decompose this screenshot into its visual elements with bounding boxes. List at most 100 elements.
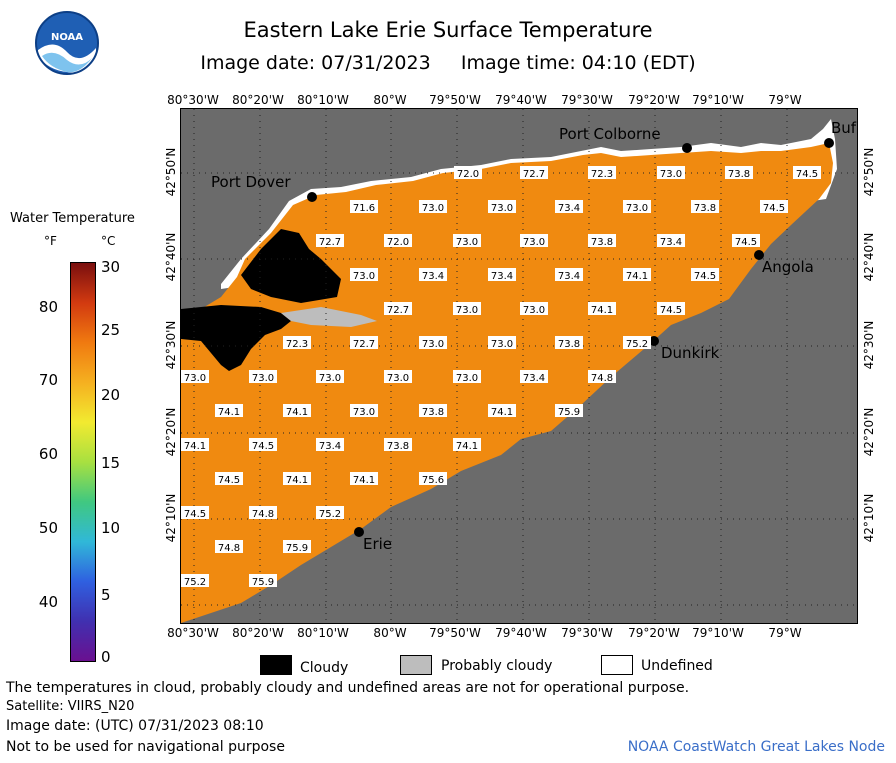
temperature-colorbar xyxy=(70,262,96,662)
temperature-label-box xyxy=(316,234,344,247)
noaa-logo-text: NOAA xyxy=(51,32,83,43)
temperature-label-box xyxy=(283,472,311,485)
colorbar-f-tick: 40 xyxy=(38,593,58,611)
colorbar-c-tick: 30 xyxy=(101,258,121,276)
city-dot-buffalo xyxy=(824,138,834,148)
city-dot-angola xyxy=(754,250,764,260)
temperature-label-box xyxy=(453,438,481,451)
temperature-label: 72.7 xyxy=(387,305,409,316)
city-buffalo: Buf xyxy=(831,119,857,137)
colorbar-c-tick: 15 xyxy=(101,454,121,472)
temperature-label: 74.1 xyxy=(218,407,240,418)
lon-tick-top: 79°30'W xyxy=(561,93,613,107)
temperature-label: 74.5 xyxy=(218,475,240,486)
temperature-label: 74.8 xyxy=(218,543,240,554)
temperature-label: 73.0 xyxy=(184,373,206,384)
temperature-label: 73.4 xyxy=(558,271,580,282)
temperature-label-box xyxy=(384,234,412,247)
probably-cloudy-label: Probably cloudy xyxy=(441,658,553,674)
temperature-label: 73.8 xyxy=(728,169,750,180)
city-dot-port-dover xyxy=(307,192,317,202)
temperature-label-box xyxy=(453,302,481,315)
lon-tick-top: 79°20'W xyxy=(628,93,680,107)
temperature-label: 72.0 xyxy=(457,169,479,180)
temperature-label: 75.2 xyxy=(626,339,648,350)
temperature-label-box xyxy=(419,268,447,281)
temperature-label-box xyxy=(350,200,378,213)
temperature-label: 73.0 xyxy=(456,373,478,384)
temperature-label: 72.3 xyxy=(286,339,308,350)
temperature-label-box xyxy=(657,166,685,179)
temperature-label-box xyxy=(316,370,344,383)
temperature-label: 73.0 xyxy=(252,373,274,384)
temperature-label: 73.0 xyxy=(422,339,444,350)
lon-tick-bottom: 79°40'W xyxy=(495,626,547,640)
temperature-label-box xyxy=(249,370,277,383)
undefined-swatch xyxy=(601,655,633,675)
lat-tick-right: 42°30'N xyxy=(862,320,876,370)
temperature-label: 75.9 xyxy=(558,407,580,418)
temperature-label: 73.0 xyxy=(626,203,648,214)
temperature-label-box xyxy=(181,370,209,383)
temperature-label-box xyxy=(555,268,583,281)
temperature-label: 73.4 xyxy=(558,203,580,214)
city-dunkirk: Dunkirk xyxy=(661,344,720,362)
lat-tick-left: 42°40'N xyxy=(164,232,178,282)
temperature-label-box xyxy=(588,166,616,179)
temperature-label-box xyxy=(215,540,243,553)
temperature-label-box xyxy=(215,404,243,417)
temperature-label: 74.1 xyxy=(353,475,375,486)
city-dot-port-colborne xyxy=(682,143,692,153)
lon-tick-bottom: 79°10'W xyxy=(692,626,744,640)
temperature-label-box xyxy=(350,268,378,281)
lon-tick-bottom: 79°30'W xyxy=(561,626,613,640)
colorbar-c-tick: 25 xyxy=(101,321,121,339)
temperature-label-box xyxy=(520,302,548,315)
temperature-label: 74.1 xyxy=(456,441,478,452)
temperature-label: 74.5 xyxy=(184,509,206,520)
temperature-label: 73.8 xyxy=(591,237,613,248)
temperature-label-box xyxy=(215,472,243,485)
lon-tick-top: 79°40'W xyxy=(495,93,547,107)
temperature-label-box xyxy=(249,506,277,519)
temperature-label: 72.0 xyxy=(387,237,409,248)
lat-tick-right: 42°40'N xyxy=(862,232,876,282)
lat-tick-left: 42°30'N xyxy=(164,320,178,370)
temperature-label-box xyxy=(181,506,209,519)
temperature-label-box xyxy=(555,336,583,349)
temperature-label: 74.1 xyxy=(626,271,648,282)
temperature-label: 73.0 xyxy=(353,407,375,418)
temperature-label-box xyxy=(488,404,516,417)
lon-tick-bottom: 80°10'W xyxy=(297,626,349,640)
temperature-label: 73.0 xyxy=(353,271,375,282)
temperature-label-box xyxy=(488,200,516,213)
lat-tick-right: 42°50'N xyxy=(862,147,876,197)
lat-tick-left: 42°50'N xyxy=(164,147,178,197)
temperature-label-box xyxy=(623,336,651,349)
temperature-labels: 72.0 72.7 72.3 73.0 73.8 74.5 71.6 73.0 73.0 73.4… xyxy=(181,166,821,588)
colorbar-c-tick: 20 xyxy=(101,386,121,404)
colorbar-f-tick: 60 xyxy=(38,445,58,463)
temperature-label-box xyxy=(454,166,482,179)
colorbar-c-tick: 5 xyxy=(101,586,111,604)
page-title: Eastern Lake Erie Surface Temperature xyxy=(243,18,653,42)
temperature-label: 72.7 xyxy=(523,169,545,180)
temperature-label-box xyxy=(316,438,344,451)
lon-tick-top: 79°10'W xyxy=(692,93,744,107)
temperature-label-box xyxy=(181,438,209,451)
temperature-label: 73.4 xyxy=(319,441,341,452)
temperature-label-box xyxy=(350,472,378,485)
cloud-area xyxy=(241,229,341,303)
temperature-label: 73.0 xyxy=(660,169,682,180)
temperature-label: 73.0 xyxy=(422,203,444,214)
lon-tick-bottom: 80°30'W xyxy=(167,626,219,640)
temperature-label: 73.8 xyxy=(694,203,716,214)
city-angola: Angola xyxy=(762,258,814,276)
probably-cloudy-swatch xyxy=(400,655,432,675)
temperature-label: 73.0 xyxy=(491,203,513,214)
temperature-label-box xyxy=(488,336,516,349)
noaa-logo: NOAA xyxy=(35,11,99,75)
city-port-colborne: Port Colborne xyxy=(559,125,661,143)
temperature-label-box xyxy=(732,234,760,247)
temperature-label: 73.4 xyxy=(422,271,444,282)
